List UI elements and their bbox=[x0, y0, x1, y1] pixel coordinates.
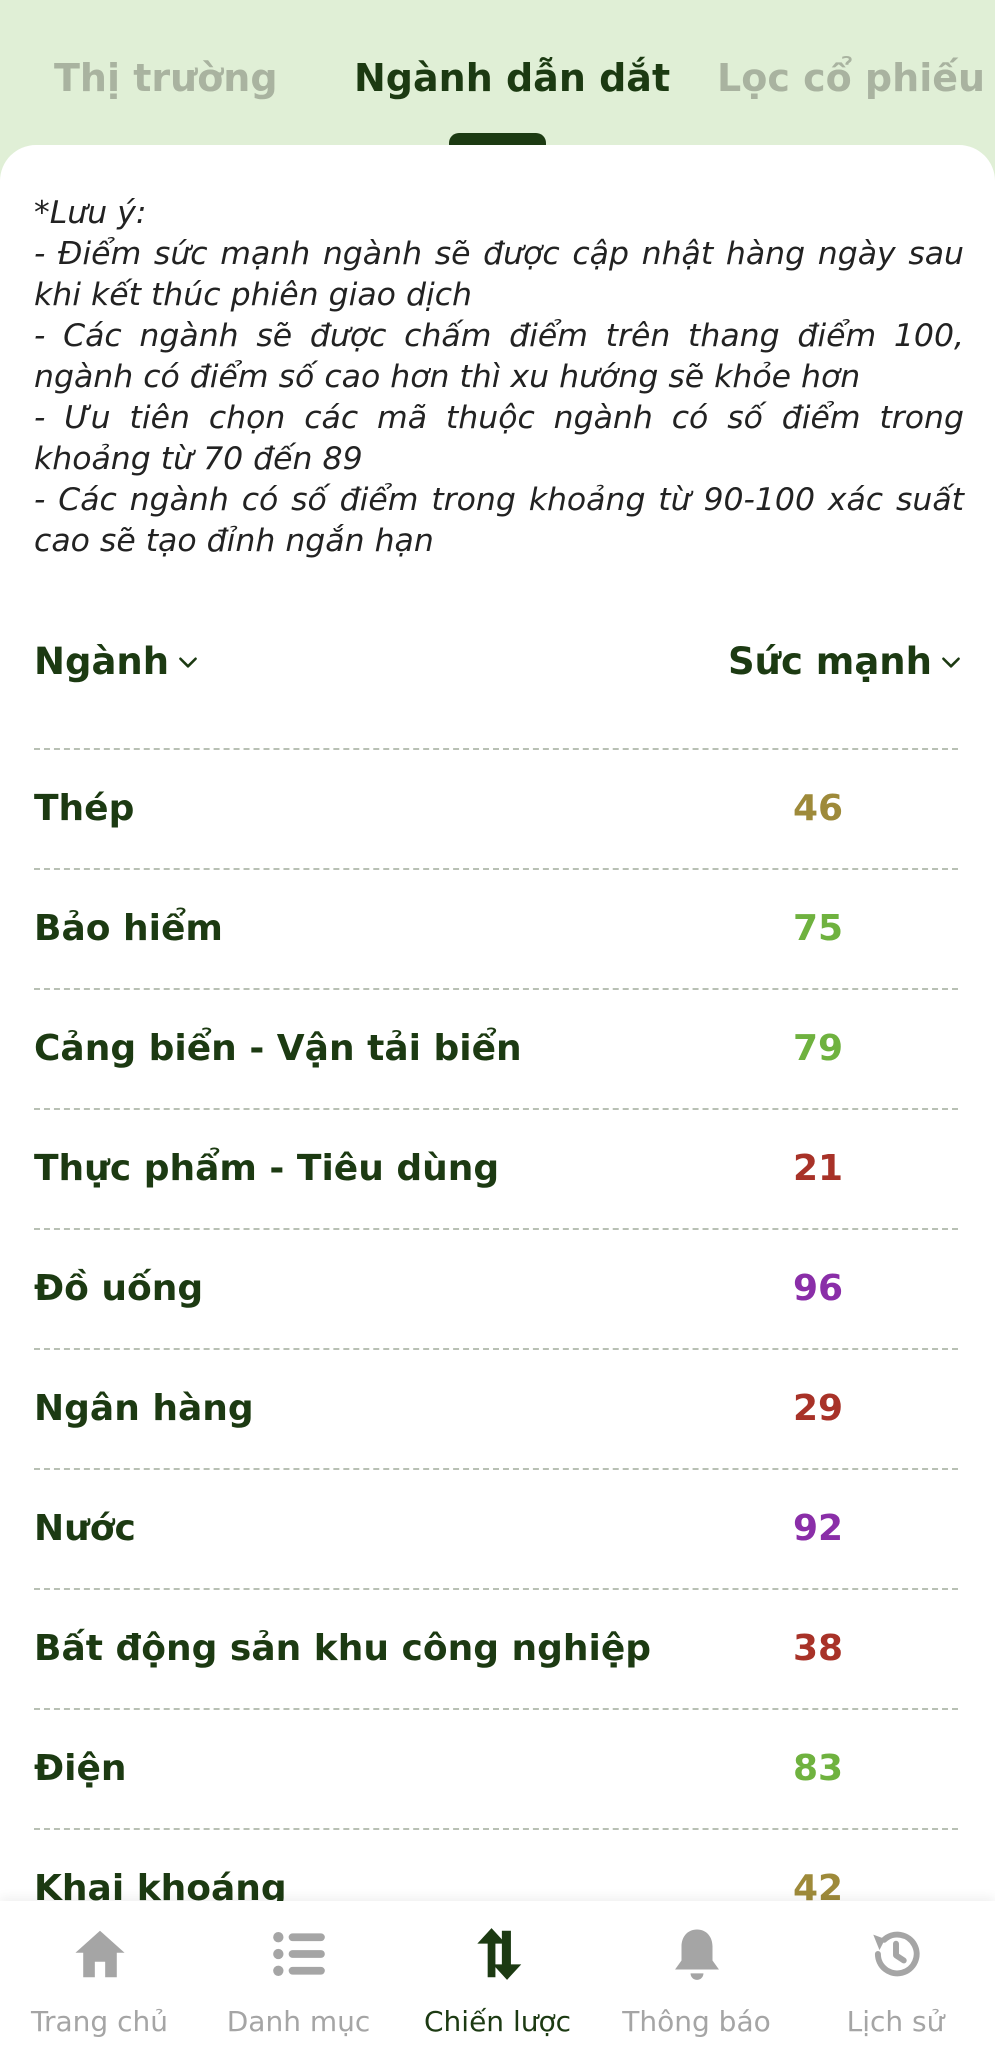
nav-home[interactable]: Trang chủ bbox=[0, 1901, 199, 2071]
table-row[interactable]: Điện 83 bbox=[34, 1708, 958, 1828]
history-icon bbox=[872, 1931, 920, 1977]
strength-header-label: Sức mạnh bbox=[727, 640, 932, 683]
note-title: *Lưu ý: bbox=[34, 195, 147, 231]
sector-name: Cảng biển - Vận tải biển bbox=[34, 1028, 522, 1069]
strength-score: 21 bbox=[792, 1148, 844, 1189]
table-header: Ngành Sức mạnh bbox=[34, 640, 964, 690]
nav-strategy-label: Chiến lược bbox=[424, 2005, 571, 2038]
chevron-down-icon bbox=[942, 656, 960, 668]
up-down-arrows-icon bbox=[476, 1928, 521, 1980]
bottom-nav: Trang chủ Danh mục Chiến lược bbox=[0, 1901, 995, 2071]
sector-header-label: Ngành bbox=[34, 640, 170, 683]
table-row[interactable]: Bất động sản khu công nghiệp 38 bbox=[34, 1588, 958, 1708]
sector-name: Ngân hàng bbox=[34, 1388, 254, 1429]
note-block: *Lưu ý: - Điểm sức mạnh ngành sẽ được cậ… bbox=[34, 193, 964, 562]
tab-leading-sectors[interactable]: Ngành dẫn dắt bbox=[354, 56, 671, 100]
sector-name: Nước bbox=[34, 1508, 136, 1549]
table-row[interactable]: Đồ uống 96 bbox=[34, 1228, 958, 1348]
strength-score: 75 bbox=[792, 908, 844, 949]
sector-name: Đồ uống bbox=[34, 1268, 204, 1309]
nav-history-label: Lịch sử bbox=[846, 2005, 945, 2038]
table-row[interactable]: Thực phẩm - Tiêu dùng 21 bbox=[34, 1108, 958, 1228]
sort-strength-header[interactable]: Sức mạnh bbox=[728, 640, 964, 683]
content-card: *Lưu ý: - Điểm sức mạnh ngành sẽ được cậ… bbox=[0, 145, 995, 2005]
nav-catalog[interactable]: Danh mục bbox=[199, 1901, 398, 2071]
nav-strategy[interactable]: Chiến lược bbox=[398, 1901, 597, 2071]
sector-name: Bất động sản khu công nghiệp bbox=[34, 1628, 652, 1669]
strength-score: 29 bbox=[792, 1388, 844, 1429]
table-row[interactable]: Bảo hiểm 75 bbox=[34, 868, 958, 988]
nav-notifications-label: Thông báo bbox=[622, 2005, 771, 2038]
note-line-4: - Các ngành có số điểm trong khoảng từ 9… bbox=[34, 482, 964, 559]
nav-notifications[interactable]: Thông báo bbox=[597, 1901, 796, 2071]
sort-sector-header[interactable]: Ngành bbox=[34, 640, 201, 683]
table-row[interactable]: Ngân hàng 29 bbox=[34, 1348, 958, 1468]
strength-score: 83 bbox=[792, 1748, 844, 1789]
strength-score: 38 bbox=[792, 1628, 844, 1669]
nav-home-label: Trang chủ bbox=[31, 2005, 168, 2038]
nav-history[interactable]: Lịch sử bbox=[796, 1901, 995, 2071]
strength-score: 92 bbox=[792, 1508, 844, 1549]
strength-score: 96 bbox=[792, 1268, 844, 1309]
tab-market[interactable]: Thị trường bbox=[54, 56, 278, 100]
sector-list: Thép 46 Bảo hiểm 75 Cảng biển - Vận tải … bbox=[34, 748, 958, 1948]
home-icon bbox=[74, 1930, 125, 1978]
bell-icon bbox=[674, 1929, 719, 1980]
tab-stock-filter[interactable]: Lọc cổ phiếu bbox=[717, 56, 986, 100]
chevron-down-icon bbox=[179, 656, 197, 668]
note-line-2: - Các ngành sẽ được chấm điểm trên thang… bbox=[34, 318, 964, 395]
strength-score: 46 bbox=[792, 788, 844, 829]
sector-name: Điện bbox=[34, 1748, 127, 1789]
note-line-3: - Ưu tiên chọn các mã thuộc ngành có số … bbox=[34, 400, 964, 477]
sector-name: Thép bbox=[34, 788, 135, 829]
table-row[interactable]: Nước 92 bbox=[34, 1468, 958, 1588]
strength-score: 79 bbox=[792, 1028, 844, 1069]
nav-catalog-label: Danh mục bbox=[226, 2005, 371, 2038]
table-row[interactable]: Thép 46 bbox=[34, 748, 958, 868]
sector-name: Thực phẩm - Tiêu dùng bbox=[34, 1148, 500, 1189]
list-icon bbox=[272, 1932, 325, 1976]
table-row[interactable]: Cảng biển - Vận tải biển 79 bbox=[34, 988, 958, 1108]
top-tabs: Thị trường Ngành dẫn dắt Lọc cổ phiếu bbox=[0, 0, 995, 153]
sector-name: Bảo hiểm bbox=[34, 908, 223, 949]
note-line-1: - Điểm sức mạnh ngành sẽ được cập nhật h… bbox=[34, 236, 964, 313]
